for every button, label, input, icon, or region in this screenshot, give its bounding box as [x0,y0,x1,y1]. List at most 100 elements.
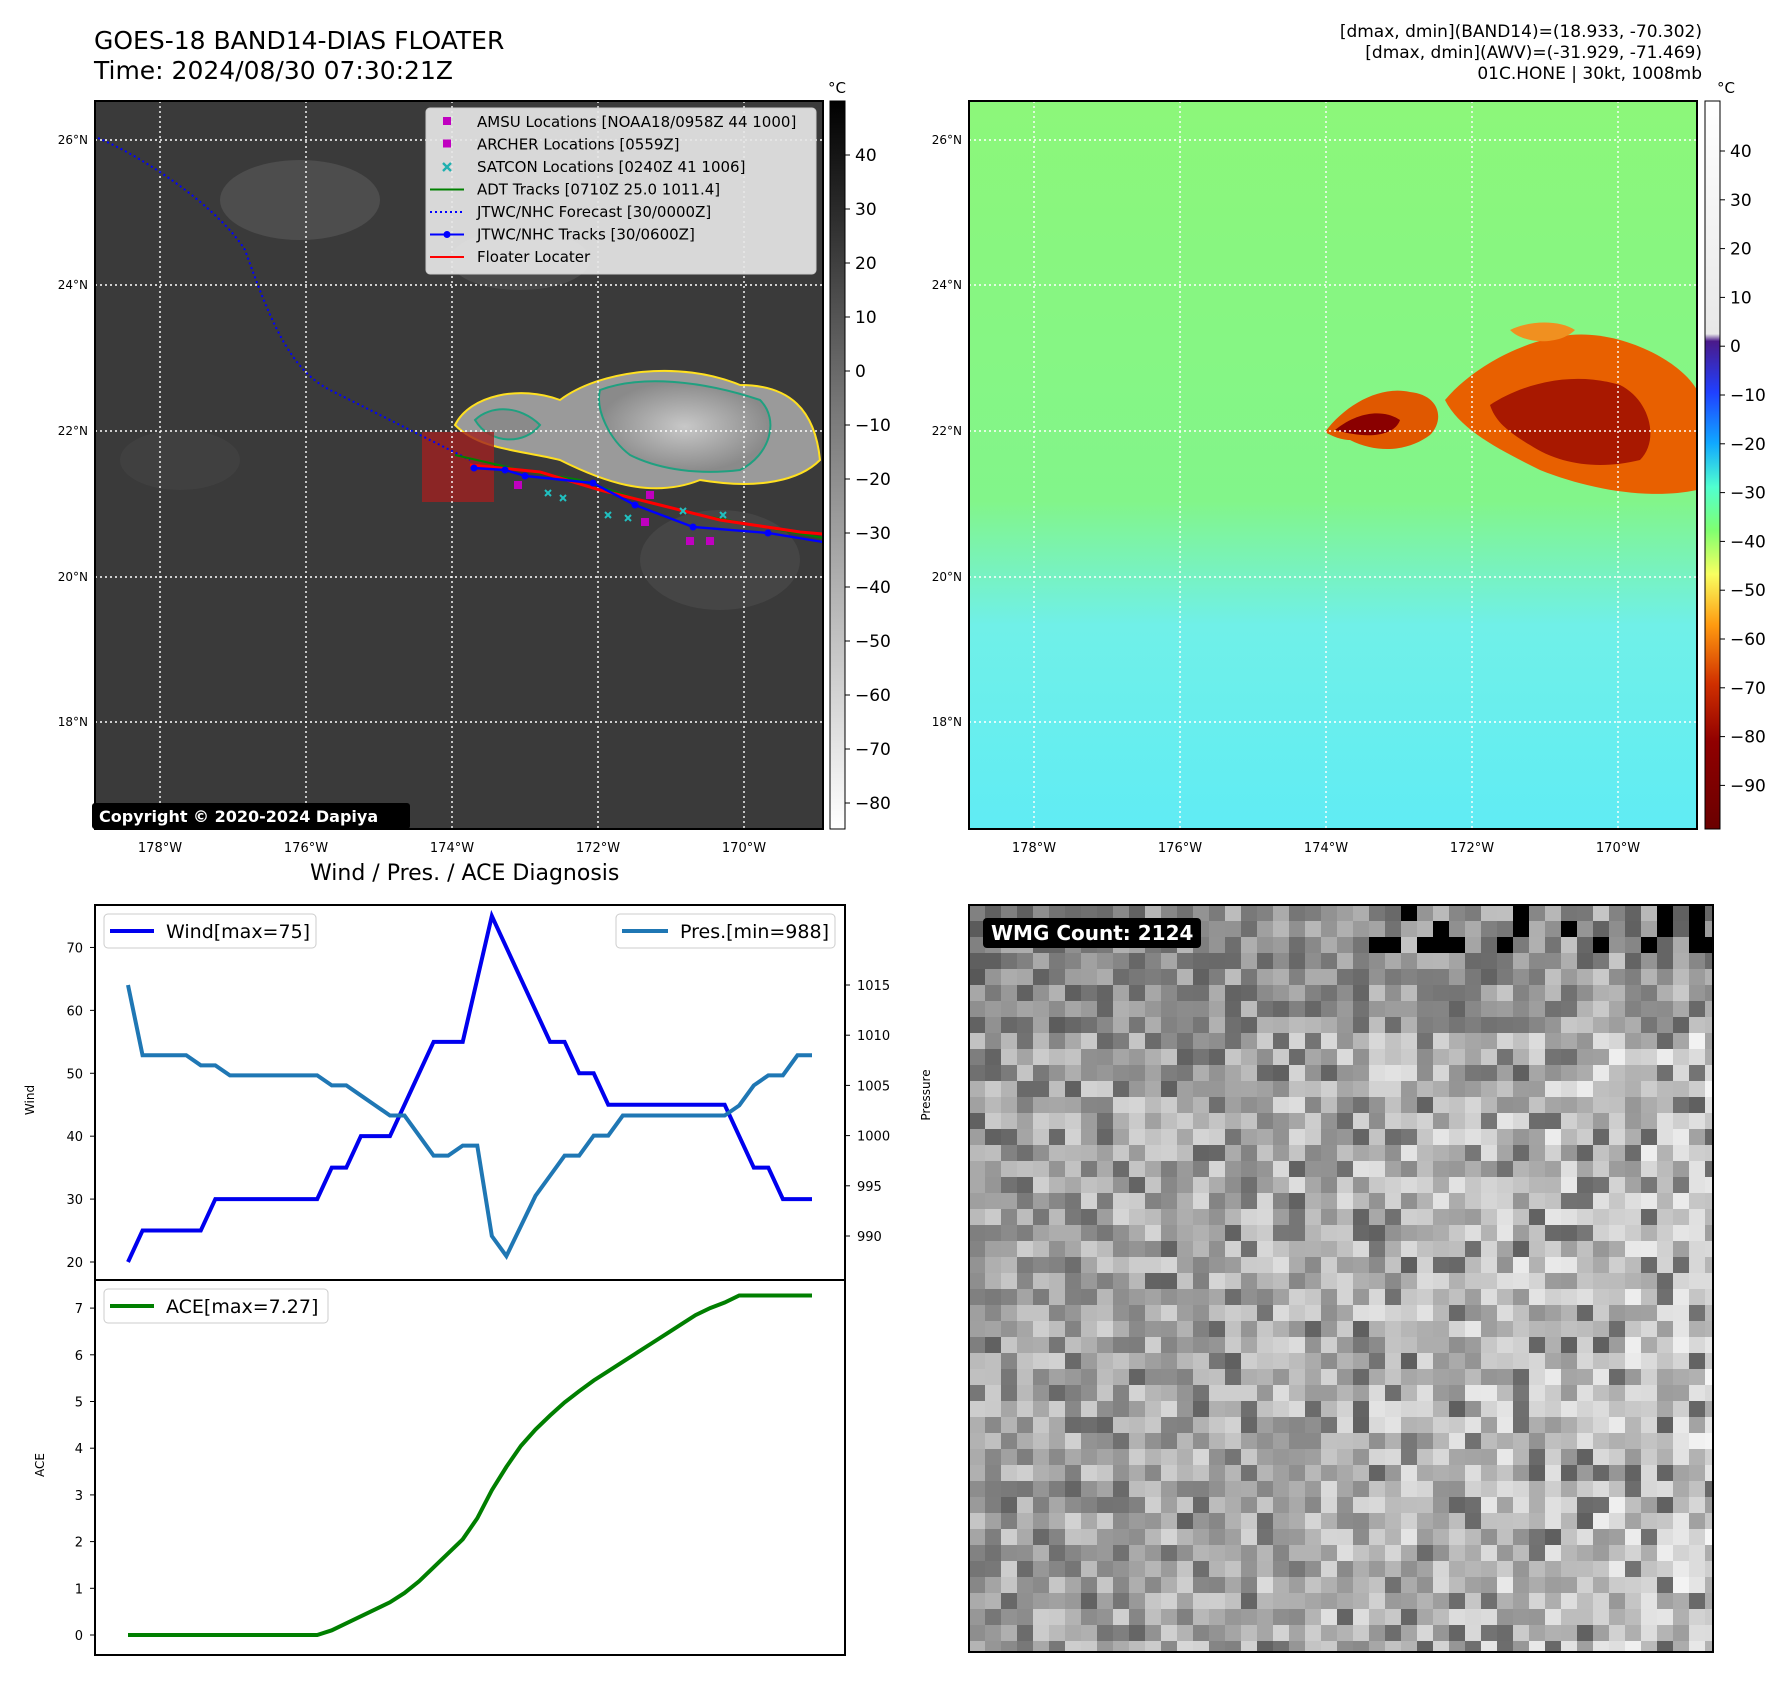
colorbar-tick-label: 0 [855,362,866,382]
forecast-track [97,137,471,461]
copyright-box [92,803,410,829]
wind-series-line [126,909,812,1263]
lat-label: 24°N [932,278,962,292]
colorbar-tick-label: −70 [855,740,891,760]
pressure-axis-label: Pressure [919,1069,933,1120]
lat-label: 22°N [58,424,88,438]
ir-map: AMSU Locations [NOAA18/0958Z 44 1000] ARC… [58,79,891,856]
colorbar-tick-label: −10 [855,416,891,436]
wind-tick-label: 20 [66,1256,83,1271]
colorbar-tick-label: −90 [1730,776,1766,796]
legend-entry: ADT Tracks [0710Z 25.0 1011.4] [430,181,720,199]
legend-entry: JTWC/NHC Forecast [30/0000Z] [430,203,711,221]
lat-label: 26°N [58,133,88,147]
color-colorbar [1704,100,1721,830]
legend-entry: ARCHER Locations [0559Z] [443,136,680,154]
lon-label: 176°W [1158,841,1202,856]
product-time: Time: 2024/08/30 07:30:21Z [94,56,453,85]
lat-label: 20°N [58,570,88,584]
colorbar-tick-label: −70 [1730,679,1766,699]
colorbar-tick-label: −30 [855,524,891,544]
legend-marker [443,139,451,148]
lon-label: 174°W [430,841,474,856]
copyright: Copyright © 2020-2024 Dapiya [99,807,378,826]
colorbar-unit-right: °C [1717,79,1735,97]
legend-marker [442,162,452,172]
colorbar-tick-label: 20 [855,254,877,274]
convective-core [1325,322,1697,494]
info-band14: [dmax, dmin](BAND14)=(18.933, -70.302) [1339,22,1702,42]
ace-tick-label: 1 [75,1582,83,1597]
product-title: GOES-18 BAND14-DIAS FLOATER [94,26,505,55]
colorbar-tick-label: 0 [1730,337,1741,357]
ace-tick-label: 2 [75,1536,83,1551]
wind-tick-label: 30 [66,1193,83,1208]
colorbar-tick-label: −20 [1730,435,1766,455]
legend-entry: SATCON Locations [0240Z 41 1006] [442,158,745,176]
colorbar-tick-label: −50 [1730,581,1766,601]
colorbar-tick-label: −60 [855,686,891,706]
lat-label: 18°N [58,715,88,729]
map-legend: AMSU Locations [NOAA18/0958Z 44 1000] ARC… [425,107,817,275]
lat-label: 22°N [932,424,962,438]
wmg-count-badge: WMG Count: 2124 [983,918,1202,948]
satcon-locations [544,489,727,522]
jtwc-track-points [470,464,772,537]
pressure-tick-label: 995 [857,1180,882,1195]
floater-track [469,463,824,536]
pressure-tick-label: 1000 [857,1130,890,1145]
lat-label: 24°N [58,278,88,292]
colorbar-tick-label: −60 [1730,630,1766,650]
pressure-tick-label: 990 [857,1230,882,1245]
lat-label: 20°N [932,570,962,584]
wind-tick-label: 60 [66,1004,83,1019]
convective-cloud [453,369,822,490]
wmg-panel [968,904,1714,1653]
colorbar-tick-label: −50 [855,632,891,652]
info-awv: [dmax, dmin](AWV)=(-31.929, -71.469) [1365,43,1702,63]
storm-info: [dmax, dmin](BAND14)=(18.933, -70.302) [… [1340,22,1702,85]
colorbar-tick-label: 10 [1730,288,1752,308]
ace-tick-label: 6 [75,1349,83,1364]
ace-series-line [128,1293,812,1637]
colorbar-tick-label: 30 [1730,191,1752,211]
wind-tick-label: 50 [66,1067,83,1082]
colorbar-tick-label: −40 [1730,532,1766,552]
colorbar-tick-label: −20 [855,470,891,490]
lon-label: 178°W [138,841,182,856]
enhanced-map: °C 403020100−10−20−30−40−50−60−70−80−90 … [932,79,1766,856]
pressure-series-line [126,984,812,1260]
wind-legend-label: Wind[max=75] [166,921,310,943]
legend-label: AMSU Locations [NOAA18/0958Z 44 1000] [477,113,796,131]
colorbar-tick-label: −80 [1730,728,1766,748]
lon-label: 172°W [576,841,620,856]
colorbar-tick-label: 40 [855,146,877,166]
ace-legend: ACE[max=7.27] [103,1288,329,1324]
lon-label: 172°W [1450,841,1494,856]
ace-frame [94,1279,846,1656]
ace-legend-label: ACE[max=7.27] [166,1296,318,1318]
lat-label: 18°N [932,715,962,729]
map-panels: AMSU Locations [NOAA18/0958Z 44 1000] ARC… [58,79,1766,856]
lon-label: 170°W [722,841,766,856]
info-storm: 01C.HONE | 30kt, 1008mb [1477,64,1702,84]
wind-legend: Wind[max=75] [103,913,317,949]
wind-tick-label: 70 [66,941,83,956]
legend-marker-dot [443,231,451,238]
map-grid-right [969,101,1697,829]
lon-label: 170°W [1596,841,1640,856]
diagnosis-title: Wind / Pres. / ACE Diagnosis [310,861,620,886]
ace-tick-label: 3 [75,1489,83,1504]
pressure-tick-label: 1010 [857,1029,890,1044]
lon-label: 176°W [284,841,328,856]
pressure-tick-label: 1005 [857,1079,890,1094]
pressure-tick-label: 1015 [857,979,890,994]
legend-entry: JTWC/NHC Tracks [30/0600Z] [430,226,695,244]
legend-entry: AMSU Locations [NOAA18/0958Z 44 1000] [443,113,796,131]
legend-label: JTWC/NHC Forecast [30/0000Z] [476,203,711,221]
legend-label: SATCON Locations [0240Z 41 1006] [477,158,745,176]
colorbar-tick-label: −30 [1730,484,1766,504]
fix-locations [514,481,714,545]
ace-tick-label: 7 [75,1302,83,1317]
gray-colorbar [829,100,846,830]
